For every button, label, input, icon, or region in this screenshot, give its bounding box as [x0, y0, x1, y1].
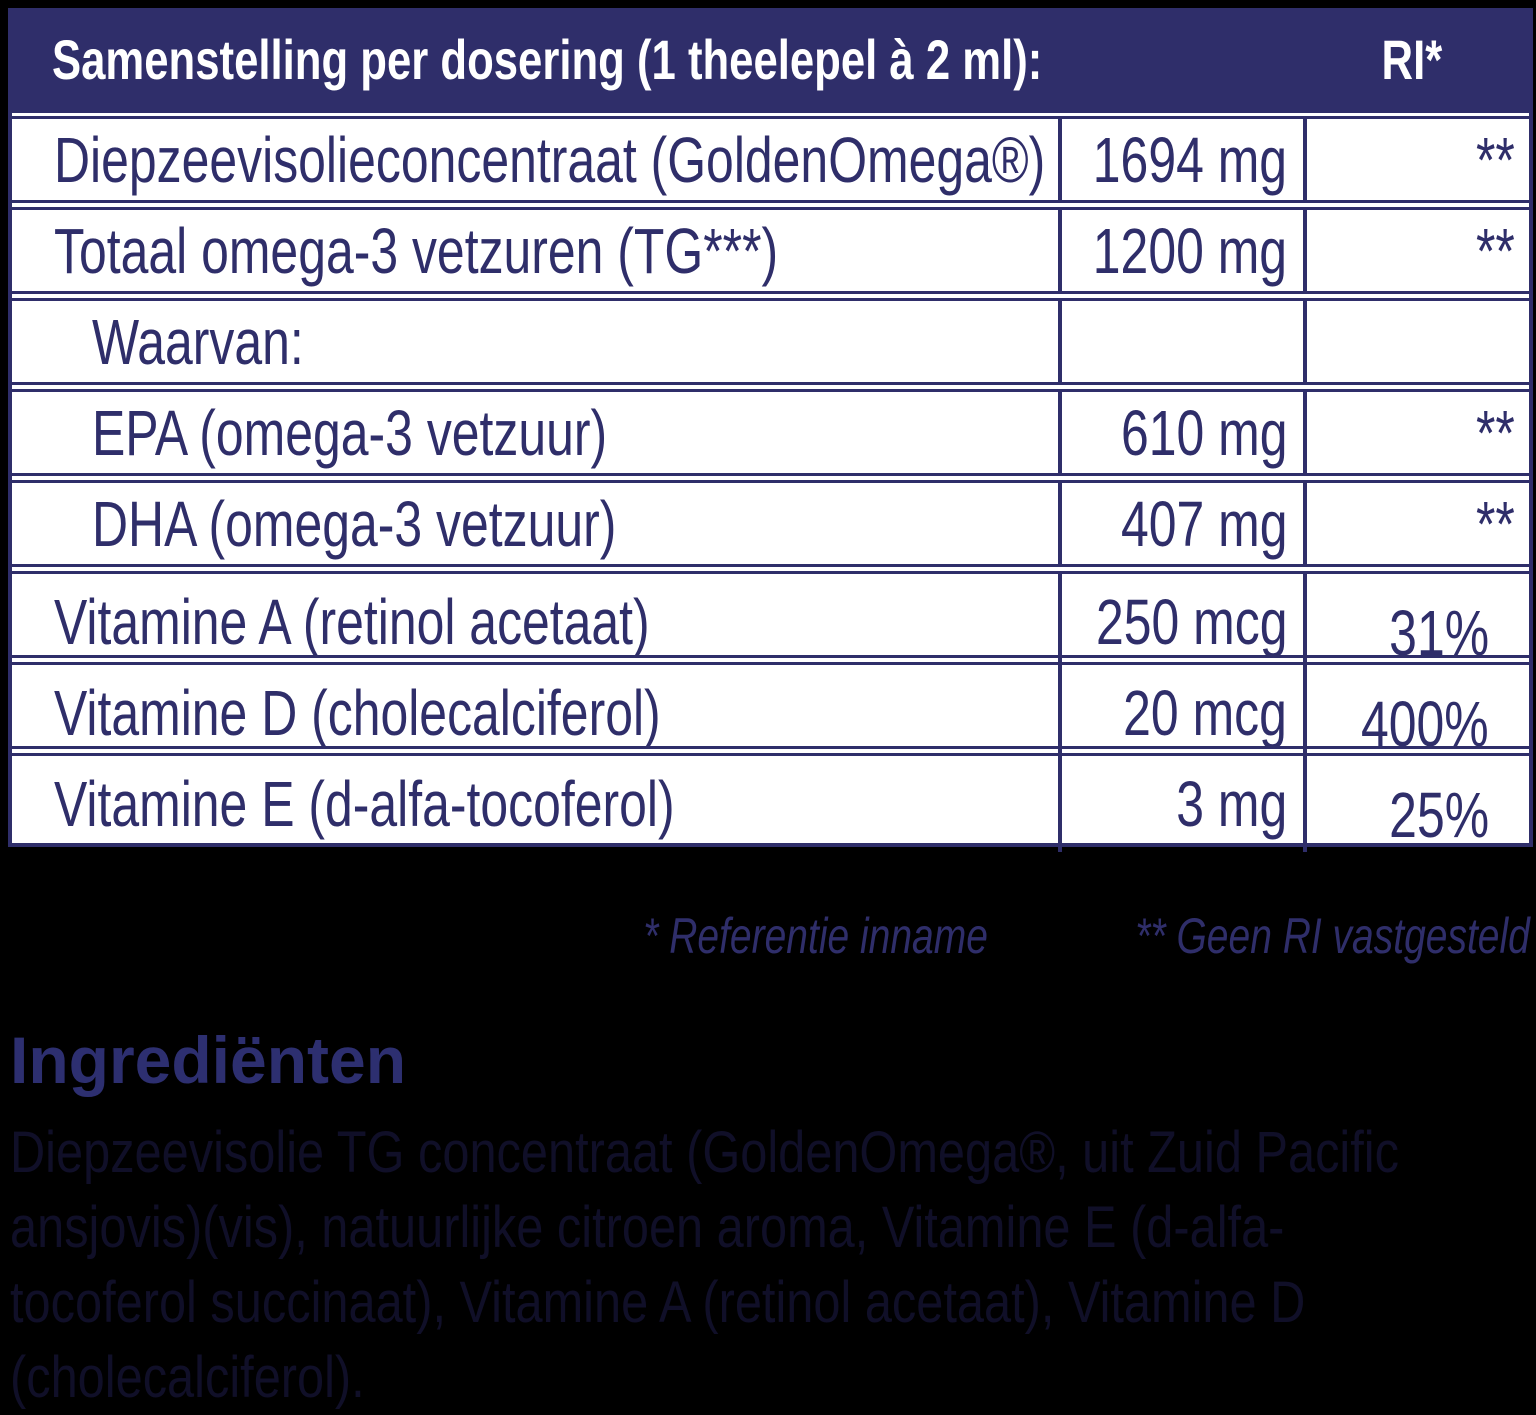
ingredients-text-line: tocoferol succinaat), Vitamine A (retino… — [10, 1270, 1306, 1335]
row-label: Diepzeevisolieconcentraat (GoldenOmega®) — [54, 123, 1046, 196]
row-label: Waarvan: — [92, 305, 304, 378]
row-ri-value: 31% — [1389, 597, 1489, 669]
ingredients-text-line: ansjovis)(vis), natuurlijke citroen arom… — [10, 1195, 1285, 1260]
row-ri-value: ** — [1476, 214, 1515, 287]
table-row: Diepzeevisolieconcentraat (GoldenOmega®)… — [12, 110, 1529, 210]
table-row: EPA (omega-3 vetzuur) 610 mg ** — [12, 392, 1529, 483]
row-label: Vitamine A (retinol acetaat) — [54, 586, 650, 658]
footnotes: * Referentie inname ** Geen RI vastgeste… — [8, 901, 1536, 971]
ingredients-heading: Ingrediënten — [10, 1023, 407, 1097]
row-label: Totaal omega-3 vetzuren (TG***) — [54, 214, 779, 287]
row-label: EPA (omega-3 vetzuur) — [92, 396, 608, 469]
row-label: DHA (omega-3 vetzuur) — [92, 487, 617, 560]
table-body: Diepzeevisolieconcentraat (GoldenOmega®)… — [12, 110, 1529, 852]
row-amount: 250 mcg — [1095, 586, 1287, 658]
table-row: Totaal omega-3 vetzuren (TG***) 1200 mg … — [12, 210, 1529, 301]
table-row: Waarvan: — [12, 301, 1529, 392]
table-row: Vitamine E (d-alfa-tocoferol) 3 mg 25% — [12, 756, 1529, 852]
row-ri-value: ** — [1476, 396, 1515, 469]
composition-table: Samenstelling per dosering (1 theelepel … — [8, 8, 1533, 852]
table-header-bar: Samenstelling per dosering (1 theelepel … — [8, 8, 1533, 110]
ingredients-text-line: Diepzeevisolie TG concentraat (GoldenOme… — [10, 1120, 1399, 1185]
row-ri-value: 400% — [1361, 688, 1489, 760]
row-amount: 610 mg — [1120, 396, 1287, 469]
table-row: DHA (omega-3 vetzuur) 407 mg ** — [12, 483, 1529, 574]
row-amount: 3 mg — [1176, 768, 1287, 840]
row-ri-value: ** — [1476, 123, 1515, 196]
row-amount: 20 mcg — [1123, 677, 1287, 749]
ingredients-text-line: (cholecalciferol). — [10, 1345, 365, 1410]
row-ri-value: 25% — [1389, 779, 1489, 851]
row-amount: 407 mg — [1120, 487, 1287, 560]
table-title: Samenstelling per dosering (1 theelepel … — [52, 27, 1043, 91]
row-amount: 1694 mg — [1092, 123, 1287, 196]
ri-column-header: RI* — [1381, 27, 1443, 91]
row-ri-value: ** — [1476, 487, 1515, 560]
footnote-reference-intake: * Referentie inname — [643, 908, 989, 964]
footnote-no-ri: ** Geen RI vastgesteld — [1135, 908, 1530, 964]
row-amount: 1200 mg — [1092, 214, 1287, 287]
row-label: Vitamine D (cholecalciferol) — [54, 677, 661, 749]
ingredients-text: Diepzeevisolie TG concentraat (GoldenOme… — [10, 1115, 1536, 1415]
table-row: Vitamine A (retinol acetaat) 250 mcg 31% — [12, 574, 1529, 670]
table-row: Vitamine D (cholecalciferol) 20 mcg 400% — [12, 665, 1529, 761]
row-label: Vitamine E (d-alfa-tocoferol) — [54, 768, 675, 840]
